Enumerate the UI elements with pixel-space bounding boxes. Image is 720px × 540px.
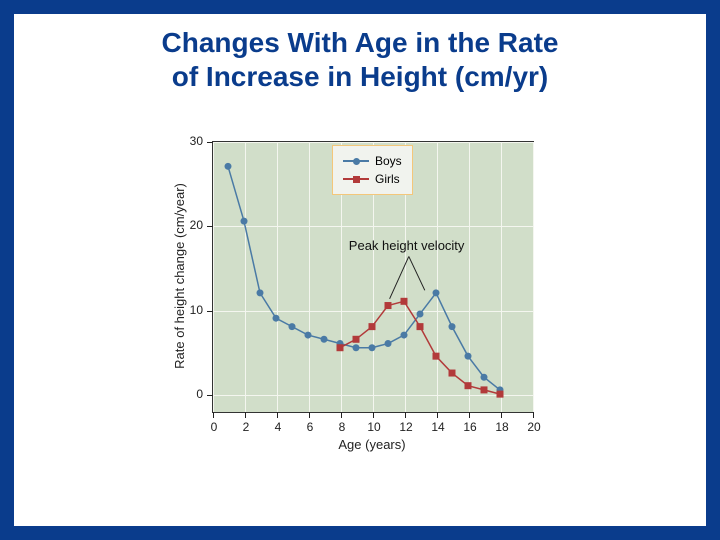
series-marker-girls	[337, 344, 344, 351]
legend-swatch-line	[343, 160, 369, 162]
series-marker-girls	[401, 298, 408, 305]
legend: BoysGirls	[332, 145, 413, 195]
series-line-boys	[228, 166, 500, 390]
annotation-leader	[409, 256, 425, 290]
series-marker-boys	[273, 315, 280, 322]
series-marker-boys	[321, 336, 328, 343]
series-marker-boys	[353, 344, 360, 351]
height-velocity-chart: 010203002468101214161820Age (years)Rate …	[150, 129, 570, 469]
legend-label: Girls	[375, 170, 400, 188]
series-marker-girls	[433, 353, 440, 360]
title-line-1: Changes With Age in the Rate	[162, 27, 559, 58]
series-marker-boys	[481, 374, 488, 381]
series-marker-girls	[449, 370, 456, 377]
peak-height-velocity-label: Peak height velocity	[349, 238, 465, 253]
series-marker-girls	[385, 302, 392, 309]
series-marker-girls	[465, 382, 472, 389]
series-marker-boys	[433, 289, 440, 296]
series-marker-girls	[497, 391, 504, 398]
series-marker-boys	[241, 218, 248, 225]
series-marker-boys	[225, 163, 232, 170]
slide-frame: Changes With Age in the Rate of Increase…	[0, 0, 720, 540]
series-marker-girls	[417, 323, 424, 330]
series-marker-boys	[417, 310, 424, 317]
square-marker-icon	[353, 176, 360, 183]
legend-swatch-line	[343, 178, 369, 180]
series-marker-boys	[449, 323, 456, 330]
series-marker-girls	[369, 323, 376, 330]
circle-marker-icon	[353, 158, 360, 165]
title-line-2: of Increase in Height (cm/yr)	[172, 61, 549, 92]
series-marker-girls	[481, 386, 488, 393]
legend-label: Boys	[375, 152, 402, 170]
series-marker-boys	[401, 332, 408, 339]
series-marker-boys	[305, 332, 312, 339]
annotation-leader	[390, 256, 409, 298]
series-marker-boys	[385, 340, 392, 347]
legend-item-boys: Boys	[343, 152, 402, 170]
legend-item-girls: Girls	[343, 170, 402, 188]
series-marker-boys	[369, 344, 376, 351]
series-marker-boys	[465, 353, 472, 360]
page-title: Changes With Age in the Rate of Increase…	[14, 14, 706, 93]
series-marker-boys	[289, 323, 296, 330]
series-marker-boys	[257, 289, 264, 296]
series-marker-girls	[353, 336, 360, 343]
